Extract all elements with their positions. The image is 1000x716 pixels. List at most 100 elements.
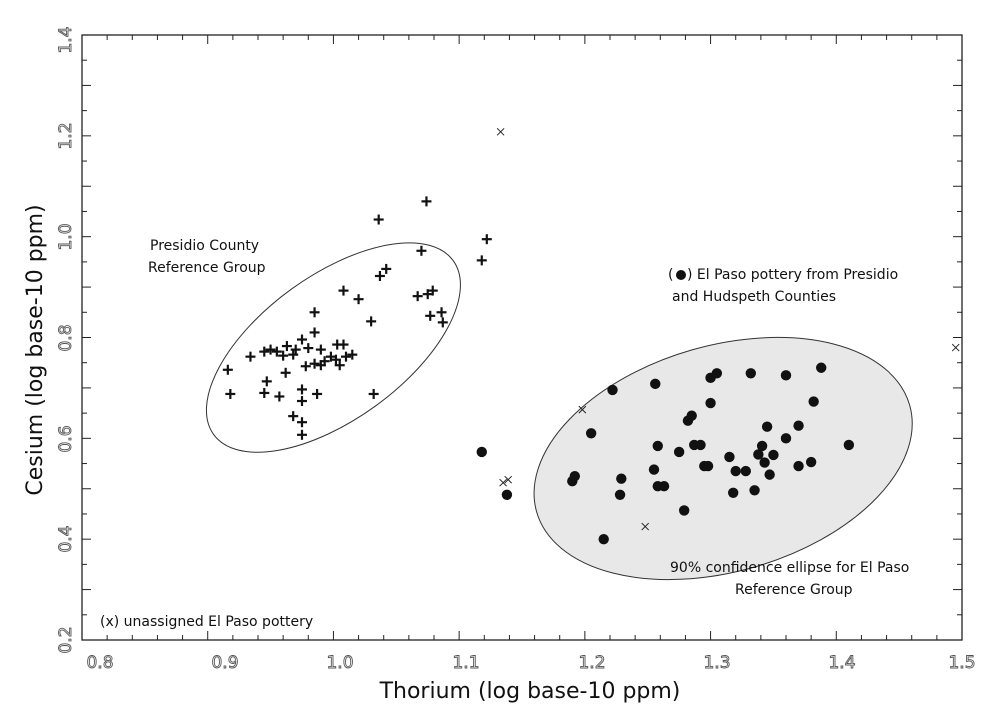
- presidio-plus-point: [309, 358, 320, 369]
- unassigned-x-point: [641, 522, 650, 531]
- el-paso-dot-point: [705, 397, 716, 409]
- legend-dot-marker: [676, 270, 686, 280]
- el-paso-dot-point: [607, 384, 618, 396]
- el-paso-dot-point: [780, 370, 792, 381]
- x-tick-label: 1.0: [326, 653, 353, 673]
- el-paso-dot-point: [816, 362, 827, 373]
- presidio-plus-point: [265, 344, 276, 355]
- el-paso-dot-point: [686, 410, 697, 421]
- presidio-plus-point: [315, 344, 326, 355]
- presidio-plus-point: [436, 307, 447, 318]
- el-paso-dot-point: [614, 489, 626, 500]
- unassigned-x-point: [499, 478, 507, 487]
- presidio-plus-point: [309, 327, 320, 338]
- presidio-plus-point: [366, 316, 377, 327]
- el-paso-dot-point: [616, 473, 627, 484]
- unassigned-x-point: [496, 127, 505, 136]
- presidio-plus-point: [427, 285, 438, 296]
- axis-ticks: [81, 34, 963, 641]
- unassigned-x-point: [951, 343, 960, 352]
- presidio-plus-point: [271, 346, 282, 357]
- presidio-plus-point: [353, 294, 364, 305]
- x-tick-label: 1.3: [703, 653, 730, 673]
- presidio-plus-point: [297, 417, 307, 428]
- el-paso-dot-point: [764, 469, 775, 480]
- presidio-label-line1: Presidio County: [150, 238, 259, 254]
- presidio-plus-point: [338, 339, 349, 350]
- data-points: [222, 127, 960, 545]
- y-tick-label: 1.2: [56, 122, 76, 149]
- presidio-plus-point: [422, 289, 433, 300]
- presidio-plus-point: [421, 196, 432, 207]
- presidio-plus-point: [300, 361, 311, 372]
- presidio-plus-point: [259, 387, 270, 398]
- x-tick-label: 0.9: [211, 653, 238, 673]
- y-axis-title: Cesium (log base-10 ppm): [23, 204, 48, 495]
- el-paso-dot-point: [756, 440, 768, 452]
- el-paso-label-line1: ) El Paso pottery from Presidio: [687, 267, 898, 283]
- presidio-plus-point: [437, 317, 448, 328]
- el-paso-dot-point: [740, 465, 751, 477]
- el-paso-dot-point: [702, 460, 714, 472]
- el-paso-dot-point: [759, 457, 770, 468]
- el-paso-dot-point: [730, 465, 741, 477]
- presidio-plus-point: [338, 285, 349, 296]
- presidio-plus-point: [368, 388, 379, 399]
- presidio-plus-point: [347, 349, 358, 360]
- presidio-plus-point: [476, 255, 487, 266]
- plot-frame: [81, 34, 963, 641]
- el-paso-dot-point: [650, 378, 661, 390]
- y-tick-label: 0.4: [56, 525, 76, 552]
- presidio-plus-point: [481, 234, 492, 245]
- el-paso-dot-point: [652, 440, 663, 452]
- presidio-plus-point: [381, 263, 392, 274]
- x-tick-label: 1.4: [828, 653, 855, 673]
- x-tick-label: 0.8: [86, 653, 113, 673]
- presidio-plus-point: [373, 214, 384, 225]
- presidio-plus-point: [303, 343, 314, 354]
- presidio-plus-point: [297, 429, 307, 440]
- el-paso-dot-point: [711, 368, 723, 379]
- el-paso-dot-point: [793, 420, 804, 431]
- el-paso-confidence-ellipse: [533, 336, 913, 581]
- presidio-plus-point: [309, 307, 320, 318]
- presidio-plus-point: [261, 376, 272, 387]
- presidio-reference-ellipse: [205, 242, 461, 453]
- y-tick-label: 0.2: [56, 626, 76, 653]
- unassigned-x-point: [504, 475, 513, 484]
- el-paso-dot-point: [761, 421, 773, 432]
- el-paso-dot-point: [745, 368, 756, 379]
- el-paso-dot-point: [598, 533, 609, 545]
- presidio-plus-point: [288, 349, 299, 360]
- x-tick-label: 1.1: [452, 653, 479, 673]
- el-paso-dot-point: [843, 439, 855, 451]
- x-tick-label: 1.2: [578, 653, 605, 673]
- presidio-plus-point: [412, 291, 423, 302]
- el-paso-dot-point: [768, 449, 779, 461]
- confidence-ellipses: [205, 242, 913, 581]
- el-paso-dot-point: [658, 481, 670, 492]
- presidio-plus-point: [297, 384, 307, 395]
- presidio-plus-point: [281, 341, 292, 352]
- presidio-plus-point: [290, 344, 301, 355]
- el-paso-dot-point: [678, 505, 690, 516]
- el-paso-dot-point: [728, 487, 739, 498]
- presidio-plus-point: [245, 351, 256, 362]
- presidio-plus-point: [259, 346, 270, 357]
- presidio-plus-point: [222, 364, 233, 375]
- presidio-plus-point: [425, 310, 436, 321]
- el-paso-dot-point: [780, 433, 792, 444]
- el-paso-dot-point: [501, 489, 513, 500]
- y-tick-label: 1.4: [56, 26, 76, 53]
- unassigned-legend-label: (x) unassigned El Paso pottery: [100, 614, 313, 630]
- el-paso-dot-point: [585, 428, 597, 439]
- presidio-plus-point: [325, 351, 336, 362]
- presidio-plus-point: [297, 396, 307, 407]
- unassigned-x-point: [578, 405, 587, 414]
- presidio-plus-point: [288, 411, 299, 422]
- el-paso-dot-point: [476, 446, 487, 458]
- el-paso-dot-point: [648, 464, 660, 475]
- presidio-plus-point: [315, 360, 326, 371]
- el-paso-label-prefix: (: [668, 267, 673, 283]
